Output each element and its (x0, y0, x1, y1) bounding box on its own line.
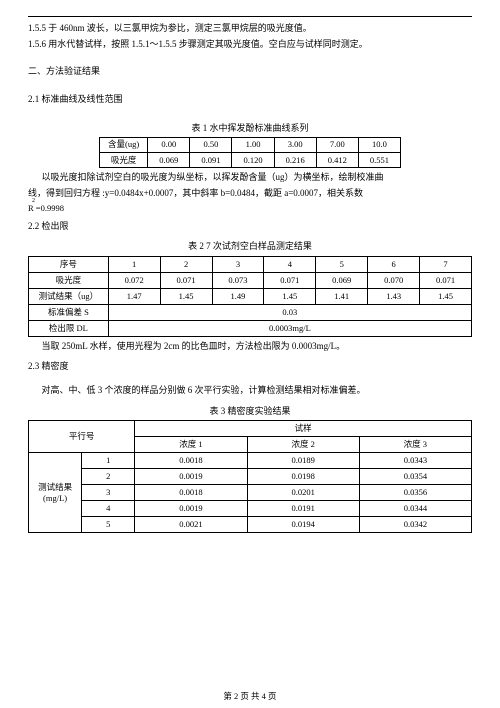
top-rule (28, 16, 472, 17)
t1-a1: 0.091 (190, 153, 232, 168)
t3-r4-c1: 0.0019 (135, 501, 247, 517)
table-1: 含量(ug) 0.00 0.50 1.00 3.00 7.00 10.0 吸光度… (99, 137, 401, 168)
t2-a7: 0.071 (420, 272, 472, 288)
t2-a2: 0.071 (160, 272, 212, 288)
t1-desc-2: 线，得到回归方程 :y=0.0484x+0.0007，其中斜率 b=0.0484… (28, 186, 472, 200)
para-156: 1.5.6 用水代替试样，按照 1.5.1～1.5.5 步骤测定其吸光度值。空白… (28, 37, 472, 51)
table2-caption: 表 2 7 次试剂空白样品测定结果 (28, 239, 472, 253)
t2-r2: 1.45 (160, 288, 212, 304)
section-2-2: 2.2 检出限 (28, 219, 472, 233)
t3-r5-c2: 0.0194 (247, 517, 359, 533)
t3-r3-c1: 0.0018 (135, 485, 247, 501)
t3-r2-c2: 0.0198 (247, 469, 359, 485)
t3-r5-c3: 0.0342 (359, 517, 471, 533)
t1-a5: 0.551 (358, 153, 400, 168)
t3-h-c2: 浓度 2 (247, 437, 359, 453)
t1-desc-1: 以吸光度扣除试剂空白的吸光度为纵坐标，以挥发酚含量（ug）为横坐标，绘制校准曲 (28, 170, 472, 184)
t2-desc-1: 当取 250mL 水样，使用光程为 2cm 的比色皿时，方法检出限为 0.000… (28, 339, 472, 353)
table-2: 序号 1 2 3 4 5 6 7 吸光度 0.072 0.071 0.073 0… (28, 256, 472, 337)
t2-s2: 2 (160, 256, 212, 272)
table-3: 平行号 试样 浓度 1 浓度 2 浓度 3 测试结果 (mg/L) 1 0.00… (28, 420, 472, 533)
t2-a5: 0.069 (316, 272, 368, 288)
t2-r7: 1.45 (420, 288, 472, 304)
t1-c2: 1.00 (232, 137, 274, 152)
t3-r4-c3: 0.0344 (359, 501, 471, 517)
t3-r1-n: 1 (82, 453, 135, 469)
t2-s7: 7 (420, 256, 472, 272)
t2-r6: 1.43 (368, 288, 420, 304)
table1-caption: 表 1 水中挥发酚标准曲线系列 (28, 121, 472, 135)
t1-h-content: 含量(ug) (100, 137, 148, 152)
t1-h-abs: 吸光度 (100, 153, 148, 168)
t2-s3: 3 (212, 256, 264, 272)
t2-a6: 0.070 (368, 272, 420, 288)
t2-r3: 1.49 (212, 288, 264, 304)
t2-h-std: 标准偏差 S (29, 304, 109, 320)
t2-h-res: 测试结果（ug） (29, 288, 109, 304)
t3-r5-c1: 0.0021 (135, 517, 247, 533)
t2-r1: 1.47 (108, 288, 160, 304)
t3-r4-c2: 0.0191 (247, 501, 359, 517)
t1-a3: 0.216 (274, 153, 316, 168)
t3-h-parallel: 平行号 (29, 421, 135, 453)
t1-c1: 0.50 (190, 137, 232, 152)
page-footer: 第 2 页 共 4 页 (0, 690, 500, 702)
t3-r3-n: 3 (82, 485, 135, 501)
r-squared: 2 R =0.9998 (28, 203, 472, 213)
t1-c3: 3.00 (274, 137, 316, 152)
t2-dl-val: 0.0003mg/L (108, 320, 471, 336)
t3-h-sample: 试样 (135, 421, 472, 437)
t2-a4: 0.071 (264, 272, 316, 288)
t2-h-dl: 检出限 DL (29, 320, 109, 336)
t1-a0: 0.069 (148, 153, 190, 168)
t1-c4: 7.00 (316, 137, 358, 152)
t2-r5: 1.41 (316, 288, 368, 304)
section-2: 二、方法验证结果 (28, 64, 472, 78)
t2-s5: 5 (316, 256, 368, 272)
t3-r3-c3: 0.0356 (359, 485, 471, 501)
t3-r1-c1: 0.0018 (135, 453, 247, 469)
t3-h-c3: 浓度 3 (359, 437, 471, 453)
t3-r2-c3: 0.0354 (359, 469, 471, 485)
t1-a4: 0.412 (316, 153, 358, 168)
t2-desc-2: 对高、中、低 3 个浓度的样品分别做 6 次平行实验，计算检测结果相对标准偏差。 (28, 383, 472, 397)
section-2-3: 2.3 精密度 (28, 359, 472, 373)
t2-s4: 4 (264, 256, 316, 272)
t3-r2-c1: 0.0019 (135, 469, 247, 485)
t1-c0: 0.00 (148, 137, 190, 152)
t2-s1: 1 (108, 256, 160, 272)
t3-r4-n: 4 (82, 501, 135, 517)
t3-h-res: 测试结果 (mg/L) (29, 453, 82, 533)
t2-s6: 6 (368, 256, 420, 272)
t3-r3-c2: 0.0201 (247, 485, 359, 501)
t2-std-val: 0.03 (108, 304, 471, 320)
table3-caption: 表 3 精密度实验结果 (28, 404, 472, 418)
t1-a2: 0.120 (232, 153, 274, 168)
t3-r1-c2: 0.0189 (247, 453, 359, 469)
t3-r2-n: 2 (82, 469, 135, 485)
t1-c5: 10.0 (358, 137, 400, 152)
section-2-1: 2.1 标准曲线及线性范围 (28, 92, 472, 106)
para-155: 1.5.5 于 460nm 波长，以三氯甲烷为参比，测定三氯甲烷层的吸光度值。 (28, 21, 472, 35)
t3-h-c1: 浓度 1 (135, 437, 247, 453)
t2-a3: 0.073 (212, 272, 264, 288)
t3-r1-c3: 0.0343 (359, 453, 471, 469)
t2-r4: 1.45 (264, 288, 316, 304)
t2-h-abs: 吸光度 (29, 272, 109, 288)
t2-h-seq: 序号 (29, 256, 109, 272)
t2-a1: 0.072 (108, 272, 160, 288)
t3-r5-n: 5 (82, 517, 135, 533)
